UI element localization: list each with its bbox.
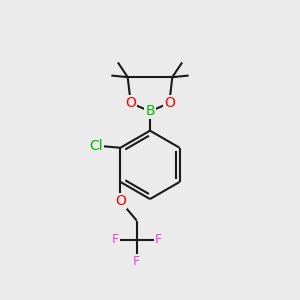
Text: F: F xyxy=(133,255,140,268)
Text: B: B xyxy=(145,104,155,118)
Text: F: F xyxy=(112,233,118,246)
Text: O: O xyxy=(125,96,136,110)
Text: O: O xyxy=(115,194,126,208)
Text: O: O xyxy=(164,96,175,110)
Text: Cl: Cl xyxy=(89,139,103,153)
Text: F: F xyxy=(155,233,162,246)
